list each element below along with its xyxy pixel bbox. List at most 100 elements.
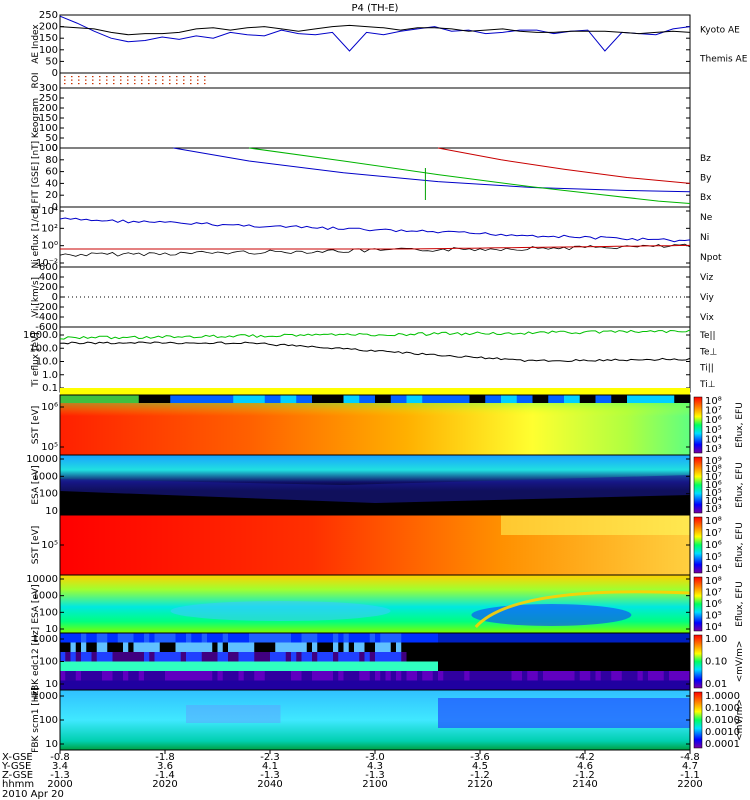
fbk-e-cell (627, 661, 633, 672)
fbk-e-cell (579, 671, 586, 681)
time-axis-zgse: -1.4 (155, 770, 175, 781)
fbk-e-cell (301, 633, 308, 643)
esa-e-colorbar (693, 456, 703, 514)
fbk-e-cell (385, 661, 392, 672)
fbk-e-cell (595, 633, 602, 643)
fbk-e-cell (637, 633, 644, 643)
ae-tick-label: 0 (52, 68, 58, 79)
velocity-tick-label: -200 (35, 302, 58, 313)
fbk-e-cell (270, 633, 276, 643)
velocity-tick-label: 0 (52, 292, 58, 303)
roi-mark (64, 83, 66, 85)
fbk-e-cell (590, 633, 596, 643)
fbk-e-cell (637, 652, 644, 662)
fbk-e-cell (548, 671, 554, 681)
fbk-e-cell (532, 671, 539, 681)
fbk-e-cell (249, 652, 255, 662)
roi-mark (176, 79, 178, 81)
fbk-e-cell (254, 642, 260, 653)
fbk-e-cell (138, 671, 145, 681)
fbk-e-cell (679, 661, 686, 672)
sst-e-top-bin (91, 395, 108, 403)
fbk-e-cell (543, 671, 549, 681)
fbk-e-cell (144, 661, 150, 672)
fbk-e-cell (432, 633, 439, 643)
temperature-tick-label: 1000.0 (23, 330, 58, 341)
fbk-e-cell (338, 661, 344, 672)
fbk-e-cell (516, 680, 523, 691)
fbk-e-cell (684, 633, 691, 643)
sst-e-top-bin (138, 395, 155, 403)
fbk-e-cell (469, 671, 476, 681)
fbk-e-cell (637, 661, 644, 672)
fbk-e-cell (480, 661, 486, 672)
roi-mark (85, 79, 87, 81)
fbk-e-cell (191, 633, 197, 643)
fbk-e-cell (532, 642, 539, 653)
fbk-e-cell (679, 633, 686, 643)
sst-e-top-bin (579, 395, 596, 403)
fbk-e-cell (117, 661, 124, 672)
sst-e-top-bin (233, 395, 250, 403)
fbk-e-cell (191, 671, 197, 681)
fbk-e-cell (396, 633, 402, 643)
fbk-e-cell (579, 652, 586, 662)
fbk-e-cell (616, 652, 623, 662)
fbk-e-cell (595, 680, 602, 691)
sst-e-top-bin (154, 395, 171, 403)
fbk-e-cell (558, 652, 565, 662)
fbk-e-cell (154, 652, 161, 662)
fbk-e-cell (259, 680, 266, 691)
fbk-e-cell (191, 642, 197, 653)
temperature-legend-ti: Ti⊥ (699, 380, 716, 390)
time-axis-date: 2010 Apr 20 (2, 789, 64, 800)
fbk-e-cell (96, 680, 103, 691)
ae-ylabel: AE Index (31, 24, 41, 64)
fbk-e-cell (165, 661, 171, 672)
fbk-e-cell (354, 642, 360, 653)
fbk-e-cell (474, 642, 481, 653)
fbk-e-cell (448, 680, 455, 691)
sst-e-top-bin (375, 395, 392, 403)
fbk-e-cell (501, 661, 507, 672)
ae-legend-kyotoae: Kyoto AE (700, 26, 740, 36)
fbk-e-cell (642, 661, 649, 672)
fbk-e-cell (522, 642, 528, 653)
roi-mark (78, 83, 80, 85)
esa-i-colorbar (693, 576, 703, 632)
fbk-b-colorbar-label: <mV/m> (735, 699, 745, 741)
esa-i-ylabel: ESA [eV] (31, 584, 41, 623)
fbk-e-cell (91, 680, 98, 691)
fbk-e-cell (501, 642, 507, 653)
fbk-e-cell (474, 661, 481, 672)
fbk-e-cell (658, 661, 665, 672)
fbk-e-cell (564, 661, 570, 672)
fbk-e-cell (86, 671, 92, 681)
roi-mark (120, 76, 122, 78)
fbk-e-cell (249, 671, 255, 681)
fbk-e-cell (264, 661, 271, 672)
fbk-e-cell (411, 633, 418, 643)
fbk-e-cell (75, 671, 82, 681)
temperature-tick-label: 1.0 (42, 370, 58, 381)
fbk-e-cell (642, 642, 649, 653)
fbk-e-cell (65, 671, 71, 681)
fbk-e-cell (595, 661, 602, 672)
esa-i-colorbar-tick: 10⁴ (705, 622, 722, 633)
fbk-b-tick-label: 10 (45, 739, 58, 750)
fbk-e-cell (590, 652, 596, 662)
fbk-e-cell (207, 642, 213, 653)
sst-e-top-bin (123, 395, 140, 403)
fbk-e-cell (233, 680, 239, 691)
velocity-legend-viy: Viy (700, 293, 714, 303)
fbk-e-cell (438, 633, 444, 643)
fbk-e-cell (459, 652, 465, 662)
fbk-e-cell (233, 642, 239, 653)
fbk-e-cell (506, 642, 512, 653)
time-axis-ygse: 4.1 (262, 761, 278, 772)
fbk-b-colorbar-tick: 0.0010 (705, 727, 740, 738)
fbk-e-cell (537, 652, 544, 662)
fbk-e-cell (406, 661, 413, 672)
sst-e-top-bin (249, 395, 266, 403)
fbk-e-cell (674, 642, 680, 653)
